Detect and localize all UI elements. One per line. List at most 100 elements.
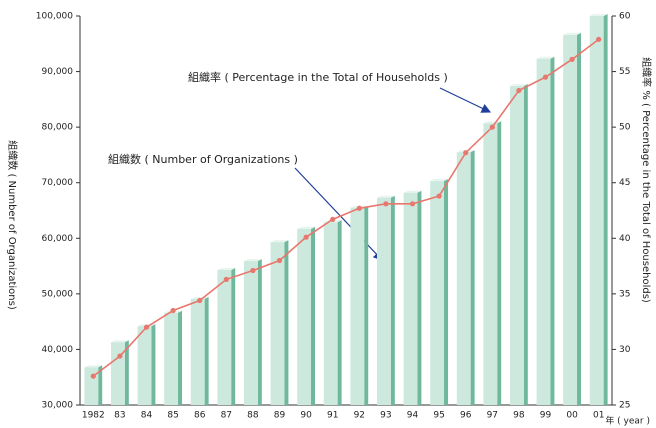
- x-tick-label: 93: [380, 411, 391, 421]
- bar: [509, 86, 524, 406]
- bar-side: [417, 190, 422, 405]
- y2-tick-label: 40: [619, 234, 631, 244]
- point: [383, 201, 389, 207]
- line: [92, 38, 600, 377]
- bar-top: [430, 179, 449, 182]
- bar-side: [603, 14, 608, 405]
- bar: [270, 242, 285, 405]
- bar-side: [577, 32, 582, 405]
- point: [489, 124, 495, 130]
- x-tick-label: 84: [141, 411, 153, 421]
- bar: [350, 207, 365, 405]
- point: [303, 234, 309, 240]
- x-tick-label: 91: [327, 411, 338, 421]
- point: [330, 216, 336, 222]
- y2-tick-label: 45: [619, 178, 630, 188]
- point: [117, 353, 123, 359]
- y-tick-label: 100,000: [36, 12, 73, 22]
- point: [596, 36, 602, 42]
- bar-side: [257, 259, 262, 405]
- bar-side: [231, 267, 236, 405]
- y-tick-label: 90,000: [42, 67, 74, 77]
- point: [516, 87, 522, 94]
- bar: [403, 192, 418, 405]
- point: [276, 257, 283, 264]
- point: [436, 193, 442, 199]
- bar: [430, 181, 445, 405]
- y2-axis-label: 組織率 % ( Percentage in the Total of House…: [640, 57, 653, 303]
- x-tick-label: 88: [247, 411, 259, 421]
- point: [463, 150, 469, 156]
- bar: [190, 298, 205, 405]
- bar-side: [523, 84, 528, 406]
- bar: [217, 269, 232, 405]
- point: [250, 267, 256, 274]
- bar-side: [550, 56, 555, 405]
- y-tick-label: 80,000: [42, 123, 74, 133]
- bar-top: [110, 340, 129, 343]
- bar: [243, 261, 258, 405]
- bar-side: [284, 240, 289, 405]
- x-tick-label: 96: [460, 411, 472, 421]
- point: [409, 201, 416, 207]
- x-tick-label: 97: [487, 411, 498, 421]
- y2-tick-label: 25: [619, 401, 630, 411]
- bar-top: [270, 240, 289, 243]
- x-tick-label: 95: [433, 411, 444, 421]
- bar-top: [589, 14, 608, 16]
- annotation: 組織数 ( Number of Organizations ): [108, 153, 298, 166]
- bar-side: [444, 179, 449, 405]
- x-tick-label: 85: [167, 411, 178, 421]
- bar: [589, 16, 604, 405]
- bar-top: [217, 267, 236, 270]
- x-tick-label: 92: [354, 411, 365, 421]
- bar: [164, 312, 179, 405]
- bar-side: [178, 310, 183, 405]
- x-tick-label: 01: [593, 411, 604, 421]
- bar-top: [509, 84, 528, 87]
- x-tick-label: 98: [513, 411, 525, 421]
- bar: [84, 367, 99, 405]
- bar: [483, 123, 498, 405]
- x-tick-label: 00: [566, 411, 578, 421]
- x-tick-label: 89: [274, 411, 286, 421]
- x-tick-label: 83: [114, 411, 125, 421]
- y-tick-label: 70,000: [42, 178, 74, 188]
- point: [197, 297, 203, 304]
- x-tick-label: 90: [300, 411, 312, 421]
- bar-top: [243, 259, 262, 262]
- bar-side: [151, 324, 156, 405]
- y2-tick-label: 60: [619, 12, 631, 22]
- bar-top: [536, 56, 555, 59]
- y2-tick-label: 50: [619, 123, 631, 133]
- y-axis-label: 組織数 ( Number of Organizations): [6, 140, 19, 310]
- bar-top: [376, 195, 395, 198]
- y-tick-label: 60,000: [42, 234, 74, 244]
- y-tick-label: 30,000: [42, 401, 74, 411]
- y2-tick-label: 30: [619, 345, 631, 355]
- point: [569, 56, 575, 62]
- bar-top: [563, 32, 582, 35]
- x-tick-label: 1982: [82, 411, 105, 421]
- bar-side: [497, 121, 502, 405]
- bar-side: [337, 220, 342, 405]
- bar-top: [403, 190, 422, 193]
- bar-side: [364, 205, 369, 405]
- x-tick-label: 94: [407, 411, 419, 421]
- bar-top: [84, 365, 103, 368]
- bar: [563, 34, 578, 405]
- bar-side: [124, 340, 129, 405]
- y-tick-label: 40,000: [42, 345, 74, 355]
- bar-side: [204, 296, 209, 405]
- y2-tick-label: 55: [619, 67, 630, 77]
- arrow: [439, 87, 492, 113]
- x-tick-label: 99: [540, 411, 552, 421]
- y-tick-label: 50,000: [42, 289, 74, 299]
- y2-tick-label: 35: [619, 289, 630, 299]
- bar: [456, 152, 471, 405]
- bar: [376, 197, 391, 405]
- bar-side: [311, 226, 316, 405]
- bar-side: [470, 150, 475, 405]
- bar: [323, 222, 338, 405]
